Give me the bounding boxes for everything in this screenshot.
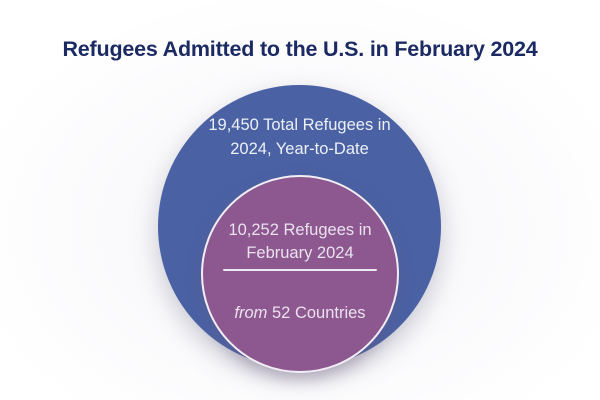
inner-circle-label: 10,252 Refugees in February 2024 — [228, 219, 371, 265]
outer-circle-label-line2: 2024, Year-to-Date — [230, 140, 369, 158]
chart-title: Refugees Admitted to the U.S. in Februar… — [62, 37, 538, 61]
countries-annotation: from 52 Countries — [234, 302, 365, 325]
inner-circle-label-line1: 10,252 Refugees in — [228, 221, 372, 239]
countries-annotation-from-word: from — [234, 304, 268, 322]
divider-line — [223, 269, 377, 271]
outer-circle-label: 19,450 Total Refugees in 2024, Year-to-D… — [158, 113, 441, 161]
outer-circle-label-line1: 19,450 Total Refugees in — [208, 116, 391, 134]
countries-annotation-count-text: 52 Countries — [267, 304, 366, 322]
inner-circle-february-refugees: 10,252 Refugees in February 2024 from 52… — [201, 175, 399, 373]
inner-circle-label-line2: February 2024 — [246, 244, 354, 262]
